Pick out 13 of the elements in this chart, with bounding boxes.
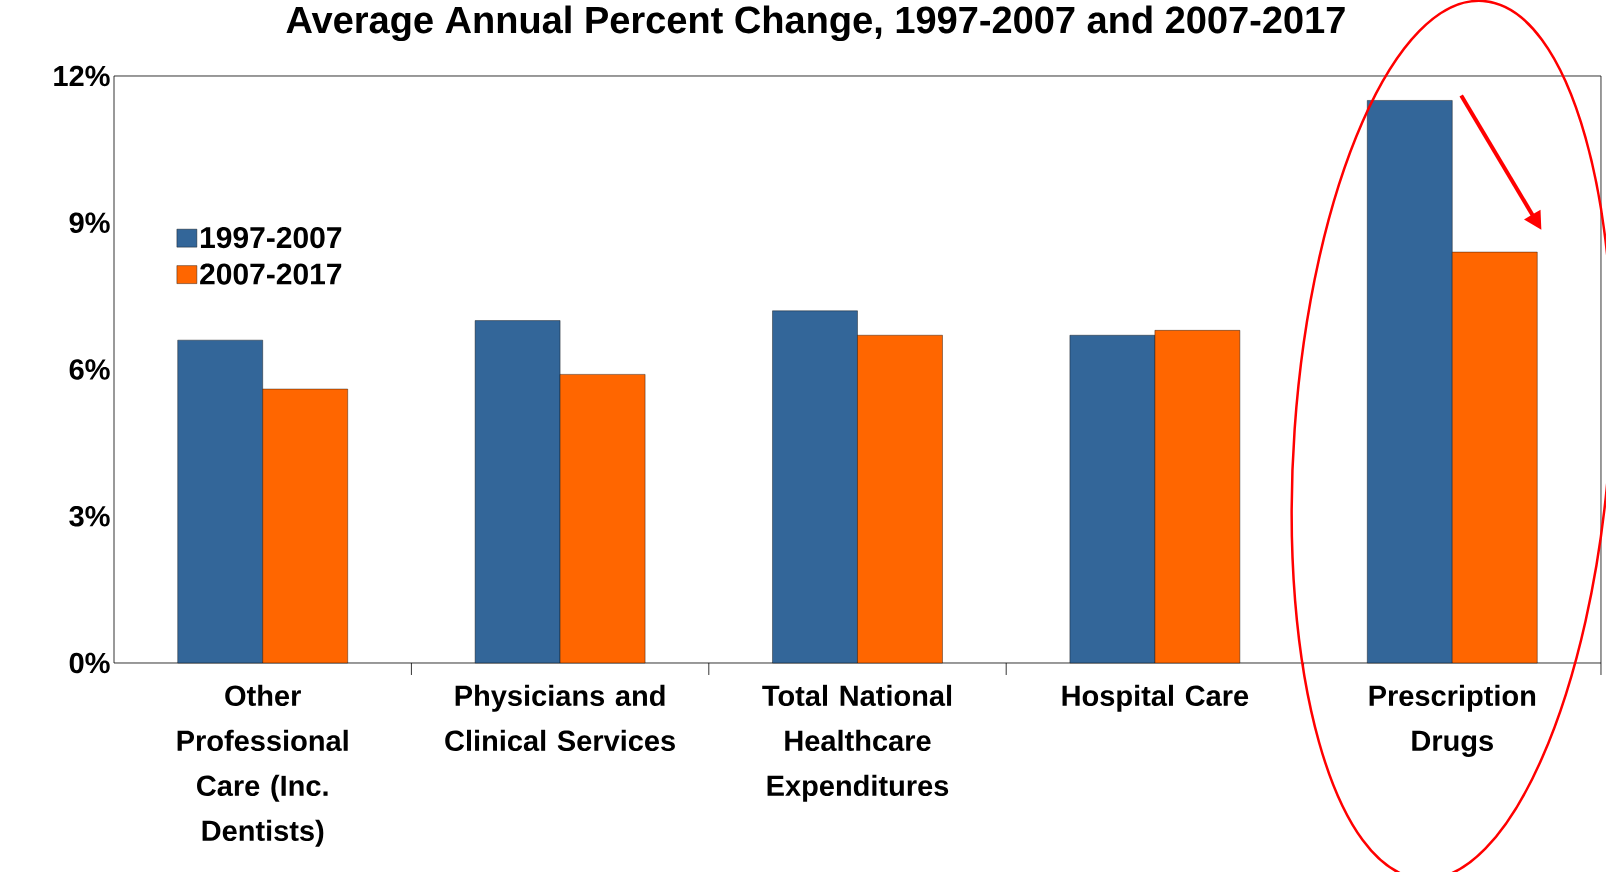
x-tick-label: Total National Healthcare Expenditures bbox=[762, 684, 952, 802]
y-tick-label: 9% bbox=[69, 212, 110, 233]
x-tick-label: Physicians and Clinical Services bbox=[445, 684, 675, 752]
y-tick-label: 3% bbox=[69, 505, 110, 527]
y-tick-label: 6% bbox=[69, 359, 110, 380]
y-tick-label: 0% bbox=[69, 652, 110, 674]
y-tick-label: 12% bbox=[54, 65, 110, 87]
x-tick-label: Other Professional Care (Inc. Dentists) bbox=[177, 684, 348, 847]
x-tick-label: Prescription Drugs bbox=[1369, 684, 1536, 757]
chart-title: Average Annual Percent Change, 1997-2007 and 2007-2017 bbox=[286, 5, 1345, 42]
legend-label: 2007-2017 bbox=[200, 263, 342, 285]
x-tick-label: Hospital Care bbox=[1062, 684, 1249, 712]
legend-label: 1997-2007 bbox=[200, 226, 342, 249]
